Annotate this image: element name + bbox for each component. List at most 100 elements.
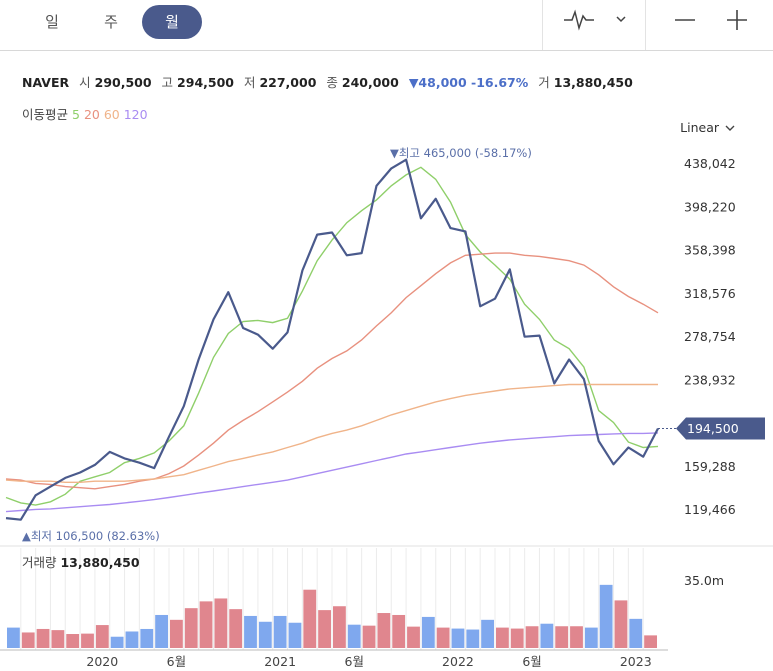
ma-120-line (5, 432, 659, 513)
volume-bar (81, 633, 94, 648)
volume-bar (66, 634, 80, 648)
x-tick-label: 6월 (345, 654, 364, 669)
tab-week[interactable]: 주 (104, 13, 118, 31)
x-tick-label: 2023 (620, 654, 652, 669)
close-label: 종 (326, 75, 338, 90)
volume-bar (644, 635, 657, 648)
volume-bar (303, 589, 317, 648)
price-tick-label: 358,398 (684, 243, 736, 258)
x-tick-label: 2022 (442, 654, 474, 669)
volume-bar (570, 626, 583, 648)
volume-bar (273, 615, 287, 648)
current-price-label: 194,500 (687, 421, 739, 436)
volume-bar (555, 626, 569, 648)
volume-bar (199, 601, 213, 648)
volume-legend: 거래량 13,880,450 (22, 555, 140, 570)
volume-bar (496, 627, 509, 648)
minus-icon (675, 19, 695, 21)
price-line (5, 158, 659, 521)
volume-bar (258, 621, 272, 648)
price-tick-label: 398,220 (684, 199, 736, 214)
high-value: 294,500 (177, 75, 234, 90)
price-tick-label: 278,754 (684, 329, 736, 344)
current-price-tag (676, 417, 765, 440)
volume-bar (140, 628, 154, 648)
volume-bar (466, 629, 480, 648)
min-price-label: ▲최저 106,500 (82.63%) (22, 529, 160, 543)
toolbar-divider (645, 0, 646, 50)
volume-bar (155, 614, 168, 648)
volume-bar (288, 622, 302, 648)
chart-grid (0, 545, 773, 651)
volume-bar (599, 584, 613, 648)
tab-month[interactable]: 월 (142, 5, 202, 39)
price-tick-label: 238,932 (684, 372, 736, 387)
scale-dropdown[interactable]: Linear (680, 120, 737, 135)
volume-bar (244, 615, 257, 648)
volume-bar (451, 628, 465, 648)
quote-summary: NAVER 시 290,500 고 294,500 저 227,000 종 24… (22, 72, 639, 91)
volume-bar (436, 627, 450, 648)
volume-bar (333, 606, 346, 648)
ma-20-line (5, 252, 659, 490)
volume-bar (392, 614, 406, 648)
moving-average-lines (5, 166, 659, 513)
price-tick-label: 159,288 (684, 459, 736, 474)
high-label: 고 (161, 75, 174, 90)
chart-type-button[interactable] (556, 0, 600, 40)
moving-average-legend[interactable]: 이동평균 5 20 60 120 (22, 104, 148, 123)
volume-bar (362, 625, 376, 648)
volume-bar (51, 630, 65, 648)
ma-60-line (5, 383, 658, 483)
volume-bar (629, 618, 643, 648)
volume-bar (347, 624, 361, 648)
close-value: 240,000 (341, 75, 399, 90)
volume-bar (481, 619, 494, 648)
x-tick-label: 2020 (86, 654, 118, 669)
max-price-label: ▼최고 465,000 (-58.17%) (390, 146, 532, 160)
chart-type-dropdown[interactable] (608, 0, 634, 40)
volume-bar (229, 609, 243, 648)
volume-bar (525, 626, 539, 648)
volume-bar (510, 628, 524, 648)
volume-label: 거 (538, 75, 550, 90)
volume-bar (184, 608, 198, 648)
volume-bar (110, 636, 124, 648)
ma-5: 5 (72, 107, 80, 122)
plus-icon (727, 10, 747, 30)
volume-bar (95, 625, 109, 648)
zoom-in-button[interactable] (720, 0, 754, 40)
chevron-down-icon (616, 16, 626, 23)
volume-bar (540, 623, 554, 648)
open-label: 시 (79, 75, 91, 90)
price-series (5, 158, 659, 521)
volume-bars (7, 584, 657, 648)
volume-bar (170, 619, 183, 648)
volume-bar (614, 600, 628, 648)
chart-toolbar: 일 주 월 (0, 0, 773, 51)
open-value: 290,500 (94, 75, 152, 90)
volume-bar (421, 616, 435, 648)
low-label: 저 (243, 75, 256, 90)
scale-label: Linear (680, 120, 720, 135)
ma-60: 60 (103, 107, 120, 122)
tab-day[interactable]: 일 (45, 13, 59, 31)
volume-bar (125, 631, 139, 648)
zoom-out-button[interactable] (668, 0, 702, 40)
x-tick-label: 6월 (522, 654, 541, 669)
volume-bar (584, 627, 598, 648)
price-tick-label: 318,576 (684, 286, 736, 301)
chevron-down-icon (725, 125, 735, 131)
volume-bar (407, 626, 420, 648)
volume-bar (214, 598, 228, 648)
volume-bar (7, 627, 20, 648)
low-value: 227,000 (259, 75, 317, 90)
volume-bar (36, 628, 50, 648)
volume-tick-label: 35.0m (684, 573, 724, 588)
toolbar-divider (542, 0, 543, 50)
stock-name: NAVER (22, 75, 70, 90)
ma-20: 20 (83, 107, 100, 122)
ma-5-line (5, 166, 659, 506)
ma-label: 이동평균 (22, 107, 69, 122)
